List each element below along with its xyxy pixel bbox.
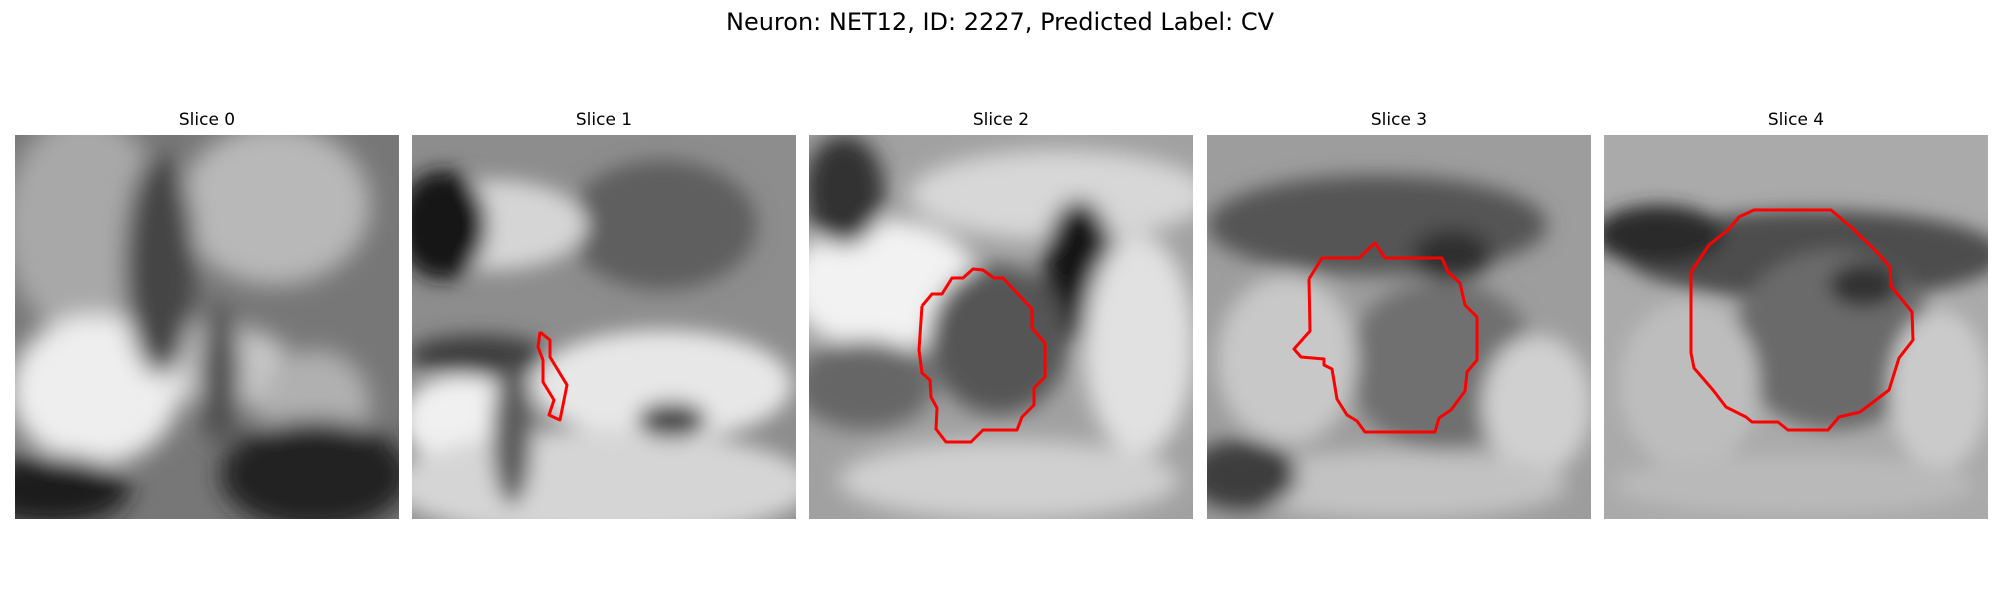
slice-image-1 (412, 135, 796, 519)
slice-panel-0: Slice 0 (15, 107, 399, 521)
slice-image-0 (15, 135, 399, 519)
slice-title-3: Slice 3 (1370, 110, 1428, 130)
neuron-contour-3 (1292, 241, 1479, 434)
slice-image-4 (1604, 135, 1988, 519)
neuron-contour-1 (536, 330, 569, 422)
slice-title-4: Slice 4 (1767, 110, 1825, 130)
slice-image-2 (809, 135, 1193, 519)
slice-title-2: Slice 2 (972, 110, 1030, 130)
slice-title-0: Slice 0 (178, 110, 236, 130)
neuron-contour-2 (917, 267, 1047, 444)
slice-image-3 (1207, 135, 1591, 519)
slice-panel-4: Slice 4 (1604, 107, 1988, 521)
figure-title: Neuron: NET12, ID: 2227, Predicted Label… (726, 8, 1274, 36)
slice-title-1: Slice 1 (575, 110, 633, 130)
slice-panel-3: Slice 3 (1207, 107, 1591, 521)
slice-panel-1: Slice 1 (412, 107, 796, 521)
slice-panel-2: Slice 2 (809, 107, 1193, 521)
neuron-contour-4 (1689, 208, 1915, 432)
